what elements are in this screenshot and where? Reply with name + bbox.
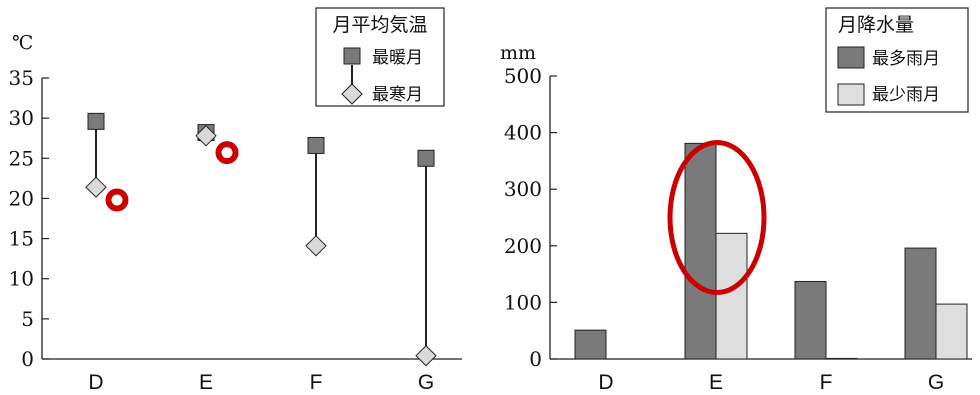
wettest-month-bar	[794, 280, 827, 360]
precipitation-y-tick-label: 100	[504, 290, 542, 314]
precipitation-y-ticks: 0 100 200 300 400 500	[504, 64, 557, 371]
precipitation-annotations	[667, 140, 767, 295]
warmest-month-marker	[417, 149, 435, 167]
legend-label-warmest: 最暖月	[372, 48, 423, 68]
temperature-y-tick-label: 35	[9, 66, 34, 90]
precipitation-x-label: F	[820, 371, 833, 394]
legend-swatch-driest	[837, 83, 865, 106]
precipitation-axes	[549, 76, 972, 360]
red-circle-annotation	[105, 188, 129, 212]
temperature-x-label: D	[88, 371, 103, 394]
precipitation-y-tick-label: 0	[529, 347, 542, 371]
red-ellipse-annotation	[667, 140, 767, 295]
precipitation-y-tick-label: 400	[504, 121, 542, 145]
driest-month-bar	[825, 357, 858, 360]
red-circle-annotation	[215, 141, 239, 165]
precipitation-x-label: G	[928, 371, 944, 394]
precipitation-bars	[574, 142, 968, 360]
warmest-month-marker	[87, 112, 105, 130]
temperature-marks	[85, 112, 437, 367]
temperature-annotations	[105, 141, 239, 212]
temperature-y-ticks: 0 5 10 15 20 25 30 35	[9, 66, 49, 371]
legend-label-coldest: 最寒月	[372, 85, 423, 105]
temperature-x-label: E	[199, 371, 213, 394]
precipitation-x-labels: D E F G	[598, 371, 944, 394]
temperature-y-tick-label: 25	[9, 146, 34, 170]
temperature-y-tick-label: 30	[9, 106, 34, 130]
legend-label-wettest: 最多雨月	[872, 49, 940, 69]
temperature-y-tick-label: 20	[9, 186, 34, 210]
precipitation-legend: 月降水量 最多雨月 最少雨月	[825, 7, 969, 113]
precipitation-x-label: D	[598, 371, 613, 394]
legend-swatch-warmest	[343, 47, 361, 65]
driest-month-bar	[935, 303, 968, 360]
temperature-unit-label: ℃	[12, 32, 33, 54]
temperature-legend: 月平均気温 最暖月 最寒月	[315, 7, 445, 107]
temperature-y-tick-label: 15	[9, 227, 34, 251]
legend-swatch-wettest	[837, 46, 865, 69]
precipitation-chart: 0 100 200 300 400 500 D E F G mm 月降水量 最多雨月 最少雨月	[500, 7, 972, 394]
temperature-legend-title: 月平均気温	[332, 14, 427, 36]
temperature-x-label: G	[418, 371, 434, 394]
temperature-axes	[41, 78, 462, 360]
wettest-month-bar	[904, 247, 937, 360]
legend-label-driest: 最少雨月	[872, 85, 940, 105]
coldest-month-marker	[195, 125, 217, 147]
coldest-month-marker	[305, 235, 327, 257]
coldest-month-marker	[415, 345, 437, 367]
legend-swatch-coldest	[341, 83, 363, 105]
precipitation-y-tick-label: 200	[504, 234, 542, 258]
temperature-y-tick-label: 5	[21, 307, 34, 331]
temperature-y-tick-label: 10	[9, 267, 34, 291]
temperature-y-tick-label: 0	[21, 347, 34, 371]
precipitation-unit-label: mm	[500, 42, 536, 64]
temperature-x-labels: D E F G	[88, 371, 434, 394]
temperature-chart: 0 5 10 15 20 25 30 35 D E F G ℃ 月平均気温 最暖月 最寒月	[9, 7, 462, 394]
driest-month-bar	[715, 232, 748, 360]
precipitation-x-label: E	[709, 371, 723, 394]
wettest-month-bar	[684, 142, 717, 360]
coldest-month-marker	[85, 176, 107, 198]
temperature-x-label: F	[310, 371, 323, 394]
precipitation-y-tick-label: 300	[504, 177, 542, 201]
precipitation-legend-title: 月降水量	[838, 14, 914, 36]
wettest-month-bar	[574, 329, 607, 360]
warmest-month-marker	[307, 136, 325, 154]
precipitation-y-tick-label: 500	[504, 64, 542, 88]
temperature-legend-box	[315, 7, 445, 107]
